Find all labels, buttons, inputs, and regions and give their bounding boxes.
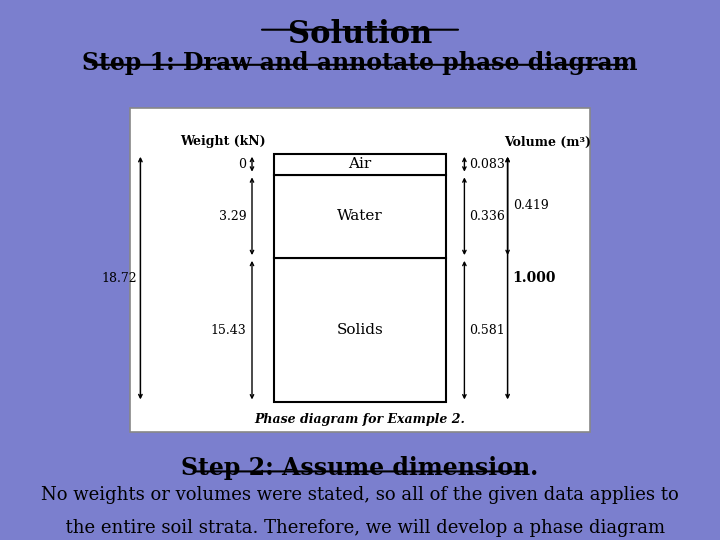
Text: Solids: Solids bbox=[337, 323, 383, 337]
Text: Volume (m³): Volume (m³) bbox=[504, 136, 590, 148]
Text: Step 2: Assume dimension.: Step 2: Assume dimension. bbox=[181, 456, 539, 480]
Bar bbox=[130, 108, 590, 432]
Text: Water: Water bbox=[337, 209, 383, 223]
Bar bbox=[274, 258, 446, 402]
Text: 0.581: 0.581 bbox=[469, 323, 505, 336]
Text: 3.29: 3.29 bbox=[219, 210, 246, 222]
Text: No weights or volumes were stated, so all of the given data applies to: No weights or volumes were stated, so al… bbox=[41, 486, 679, 504]
Bar bbox=[274, 154, 446, 174]
Text: 0.083: 0.083 bbox=[469, 158, 505, 171]
Text: Step 1: Draw and annotate phase diagram: Step 1: Draw and annotate phase diagram bbox=[82, 51, 638, 75]
Text: Air: Air bbox=[348, 157, 372, 171]
Text: 15.43: 15.43 bbox=[210, 323, 246, 336]
Text: 0: 0 bbox=[238, 158, 246, 171]
Text: 0.419: 0.419 bbox=[513, 199, 549, 212]
Text: 0.336: 0.336 bbox=[469, 210, 505, 222]
Text: Solution: Solution bbox=[288, 19, 432, 50]
Text: Weight (kN): Weight (kN) bbox=[181, 136, 266, 148]
Text: 18.72: 18.72 bbox=[102, 272, 137, 285]
Text: the entire soil strata. Therefore, we will develop a phase diagram: the entire soil strata. Therefore, we wi… bbox=[55, 519, 665, 537]
Bar bbox=[274, 174, 446, 258]
Text: 1.000: 1.000 bbox=[513, 271, 556, 285]
Text: Phase diagram for Example 2.: Phase diagram for Example 2. bbox=[255, 413, 465, 426]
